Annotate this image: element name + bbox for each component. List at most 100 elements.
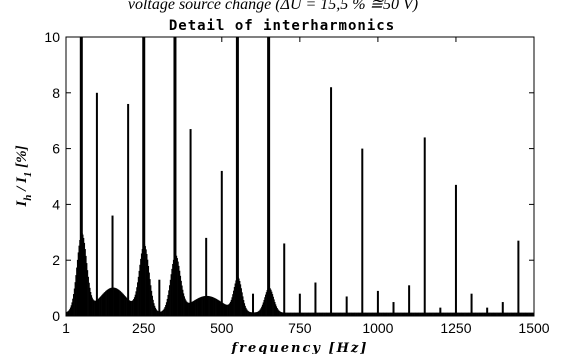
interharmonic-bar <box>285 312 287 316</box>
interharmonic-bar <box>418 312 420 316</box>
interharmonic-bar <box>351 312 353 316</box>
interharmonic-bar <box>414 312 416 316</box>
interharmonic-bar <box>98 297 100 316</box>
interharmonic-bar <box>417 312 419 316</box>
interharmonic-bar <box>72 298 74 316</box>
interharmonic-bar <box>430 312 432 316</box>
interharmonic-bar <box>363 312 365 316</box>
interharmonic-bar <box>297 312 299 316</box>
interharmonic-bar <box>449 312 451 316</box>
interharmonic-bar <box>243 300 245 316</box>
interharmonic-bar <box>273 299 275 316</box>
x-axis-label: frequency [Hz] <box>231 341 369 354</box>
interharmonic-bar <box>319 312 321 316</box>
interharmonic-bar <box>69 307 71 316</box>
interharmonic-bar <box>223 303 225 316</box>
interharmonic-bar <box>334 312 336 316</box>
interharmonic-bar <box>120 291 122 316</box>
interharmonic-bar <box>512 312 514 316</box>
interharmonic-bar <box>201 296 203 316</box>
interharmonic-bar <box>292 312 294 316</box>
interharmonic-bar <box>355 312 357 316</box>
interharmonic-bar <box>432 312 434 316</box>
interharmonic-bar <box>521 312 523 316</box>
interharmonic-bar <box>312 312 314 316</box>
interharmonic-bar <box>282 312 284 316</box>
interharmonic-bar <box>271 291 273 316</box>
interharmonic-bar <box>364 312 367 316</box>
interharmonic-bar <box>510 312 512 316</box>
interharmonic-bar <box>213 297 215 316</box>
interharmonic-bar <box>332 312 334 316</box>
interharmonic-bar <box>492 312 495 316</box>
interharmonic-bar <box>428 312 431 316</box>
interharmonic-bar <box>519 312 521 316</box>
interharmonic-bar <box>488 312 490 316</box>
harmonic-spike <box>127 103 130 317</box>
interharmonic-bar <box>240 284 242 316</box>
harmonic-spike <box>298 293 301 316</box>
interharmonic-bar <box>259 309 261 316</box>
interharmonic-bar <box>76 267 78 316</box>
interharmonic-bar <box>489 312 491 316</box>
interharmonic-bar <box>387 312 389 316</box>
interharmonic-bar <box>514 312 516 316</box>
interharmonic-bar <box>411 312 413 316</box>
interharmonic-bar <box>257 311 259 316</box>
interharmonic-bar <box>443 312 445 316</box>
interharmonic-bar <box>289 312 291 316</box>
interharmonic-bar <box>188 302 190 316</box>
harmonic-spike <box>501 302 504 316</box>
interharmonic-bar <box>214 298 216 316</box>
interharmonic-bar <box>165 304 167 316</box>
interharmonic-bar <box>532 312 534 316</box>
interharmonic-bar <box>323 312 325 316</box>
interharmonic-bar <box>167 294 169 316</box>
interharmonic-bar <box>84 249 86 316</box>
interharmonic-bar <box>375 312 377 316</box>
interharmonic-bar <box>133 299 135 316</box>
interharmonic-bar <box>450 312 452 316</box>
interharmonic-bar <box>207 295 209 316</box>
interharmonic-bar <box>304 312 306 316</box>
interharmonic-bar <box>265 294 267 316</box>
interharmonic-bar <box>370 312 372 316</box>
interharmonic-bar <box>164 307 166 316</box>
interharmonic-bar <box>146 254 148 316</box>
interharmonic-bar <box>496 312 498 316</box>
interharmonic-bar <box>515 312 517 316</box>
interharmonic-bar <box>203 296 205 316</box>
interharmonic-bar <box>225 304 227 316</box>
y-label-tail: [%] <box>14 145 30 171</box>
interharmonic-bar <box>500 312 502 316</box>
interharmonic-bar <box>67 311 69 316</box>
interharmonic-bar <box>171 268 173 316</box>
interharmonic-bar <box>337 312 339 316</box>
interharmonic-bar <box>261 306 263 316</box>
interharmonic-bar <box>453 312 455 316</box>
interharmonic-bar <box>445 312 447 316</box>
interharmonic-bar <box>89 287 91 316</box>
interharmonic-bar <box>172 263 174 316</box>
interharmonic-bar <box>369 312 371 316</box>
interharmonic-bar <box>510 312 512 316</box>
interharmonic-bar <box>68 310 70 316</box>
interharmonic-bar <box>287 312 289 316</box>
interharmonic-bar <box>140 253 143 316</box>
interharmonic-bar <box>197 298 200 316</box>
interharmonic-bar <box>433 312 435 316</box>
interharmonic-bar <box>403 312 406 316</box>
interharmonic-bar <box>457 312 459 316</box>
interharmonic-bar <box>394 312 396 316</box>
harmonic-spike <box>345 296 348 316</box>
interharmonic-bar <box>451 312 453 316</box>
interharmonic-bar <box>302 312 304 316</box>
interharmonic-bar <box>396 312 399 316</box>
interharmonic-bar <box>520 312 522 316</box>
interharmonic-bar <box>73 294 75 316</box>
interharmonic-bar <box>416 312 418 316</box>
interharmonic-bar <box>149 279 151 316</box>
interharmonic-bar <box>336 312 338 316</box>
interharmonic-bar <box>90 292 92 316</box>
interharmonic-bar <box>435 312 437 316</box>
